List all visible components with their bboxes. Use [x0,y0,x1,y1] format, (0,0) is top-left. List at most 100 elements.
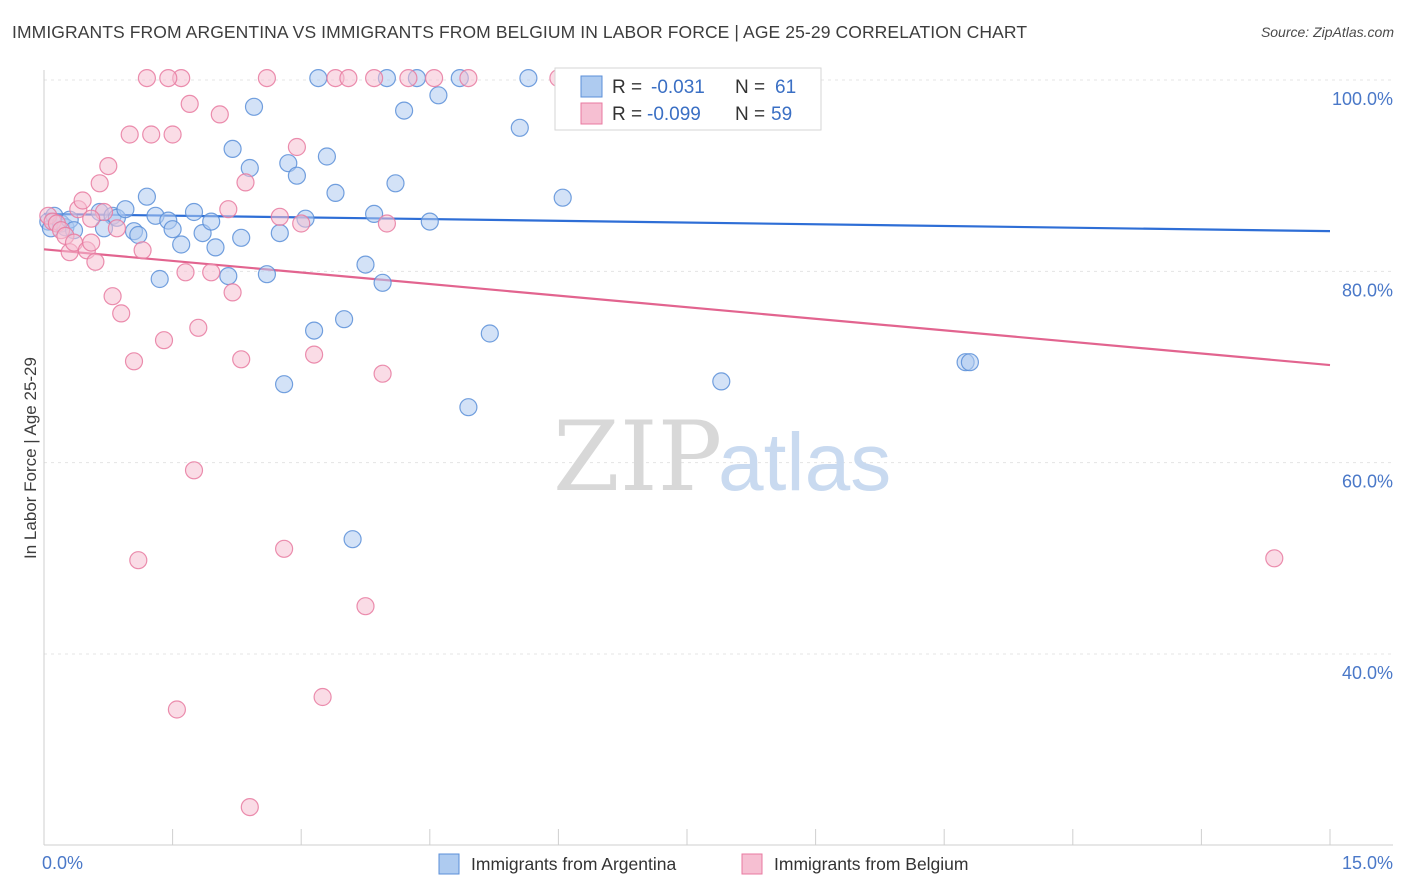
point-belgium-33 [210,105,229,124]
point-belgium-21 [133,241,152,260]
bottom-legend-label-belgium: Immigrants from Belgium [774,854,969,874]
point-argentina-54 [712,372,731,391]
point-belgium-32 [202,263,221,282]
point-argentina-28 [270,224,289,243]
point-belgium-38 [240,797,259,817]
point-belgium-8 [73,191,92,210]
point-belgium-43 [292,214,311,233]
point-argentina-43 [395,101,414,120]
y-tick-labels: 100.0% 80.0% 60.0% 40.0% [1332,89,1393,683]
axes [43,70,1393,846]
point-belgium-18 [120,125,139,144]
trend-line-argentina [43,212,1331,233]
point-argentina-50 [510,118,529,137]
trend-line-belgium [43,248,1331,367]
point-argentina-23 [223,139,242,158]
point-belgium-16 [107,219,127,238]
series-legend: Immigrants from Argentina Immigrants fro… [438,853,969,875]
point-argentina-58 [343,530,362,549]
point-argentina-18 [184,202,204,222]
point-argentina-21 [206,238,225,257]
y-tick-label-40: 40.0% [1342,663,1393,683]
x-tick-labels: 0.0% 15.0% [42,853,1393,873]
source-label: Source: ZipAtlas.com [1260,24,1394,40]
legend-r-value-argentina: -0.031 [651,77,705,98]
point-belgium-28 [176,263,195,282]
point-argentina-35 [317,147,336,166]
point-argentina-17 [172,235,191,254]
point-belgium-10 [82,233,101,252]
point-belgium-22 [137,68,156,88]
point-belgium-39 [257,68,276,88]
point-belgium-52 [399,68,418,88]
point-argentina-46 [429,86,448,105]
point-argentina-37 [335,310,354,329]
point-argentina-31 [287,166,306,185]
watermark-atlas: atlas [718,417,891,508]
point-belgium-50 [373,364,392,383]
point-argentina-42 [386,174,405,193]
point-belgium-31 [189,318,208,337]
point-belgium-45 [313,687,332,707]
point-belgium-11 [86,252,105,271]
point-argentina-30 [279,154,298,173]
point-belgium-51 [377,214,396,233]
point-argentina-38 [356,255,375,274]
y-axis-label: In Labor Force | Age 25-29 [21,357,40,559]
point-belgium-30 [184,461,204,480]
series-argentina-points [39,68,980,549]
correlation-legend: R = -0.031 N = 61 R = -0.099 N = 59 [554,67,822,131]
point-argentina-59 [116,200,135,219]
point-argentina-12 [129,225,148,245]
point-belgium-40 [270,207,289,226]
point-argentina-14 [137,187,156,206]
legend-r-label-argentina: R = [612,77,642,98]
legend-n-label-argentina: N = [735,77,765,98]
point-argentina-39 [365,204,384,223]
y-tick-label-60: 60.0% [1342,472,1393,492]
bottom-legend-swatch-argentina [438,853,460,875]
y-tick-label-100: 100.0% [1332,89,1393,109]
legend-n-value-argentina: 61 [775,77,796,98]
point-belgium-26 [167,700,186,719]
legend-r-label-belgium: R = [612,104,642,125]
point-belgium-35 [223,283,242,302]
point-belgium-37 [236,173,255,192]
x-ticks [43,829,1331,845]
legend-r-value-belgium: -0.099 [647,104,701,125]
x-tick-label-0: 0.0% [42,853,83,873]
point-belgium-23 [142,125,161,144]
point-argentina-34 [309,68,328,88]
point-belgium-57 [159,68,178,88]
point-argentina-49 [480,324,499,343]
point-belgium-47 [339,68,358,88]
point-argentina-36 [326,183,345,202]
trend-lines [43,212,1331,367]
point-belgium-48 [356,597,375,616]
point-belgium-34 [219,200,238,219]
point-argentina-40 [373,273,392,292]
point-argentina-29 [275,375,294,394]
point-belgium-14 [99,157,118,176]
point-belgium-29 [180,94,199,114]
point-argentina-22 [219,267,238,286]
point-belgium-58 [82,209,101,228]
point-argentina-26 [244,97,264,116]
point-belgium-15 [103,287,122,306]
legend-swatch-argentina [580,75,603,98]
point-belgium-36 [232,350,251,369]
point-belgium-42 [287,137,306,157]
legend-swatch-belgium [580,102,603,125]
point-belgium-24 [154,331,174,350]
point-belgium-44 [305,345,324,364]
point-argentina-45 [420,212,439,231]
series-belgium-points [39,68,1284,817]
point-belgium-17 [112,304,131,323]
x-tick-label-1: 15.0% [1342,853,1393,873]
point-argentina-57 [960,353,980,372]
legend-n-value-belgium: 59 [771,104,792,125]
point-belgium-41 [275,539,294,558]
point-belgium-49 [365,68,384,88]
point-belgium-25 [163,125,182,144]
